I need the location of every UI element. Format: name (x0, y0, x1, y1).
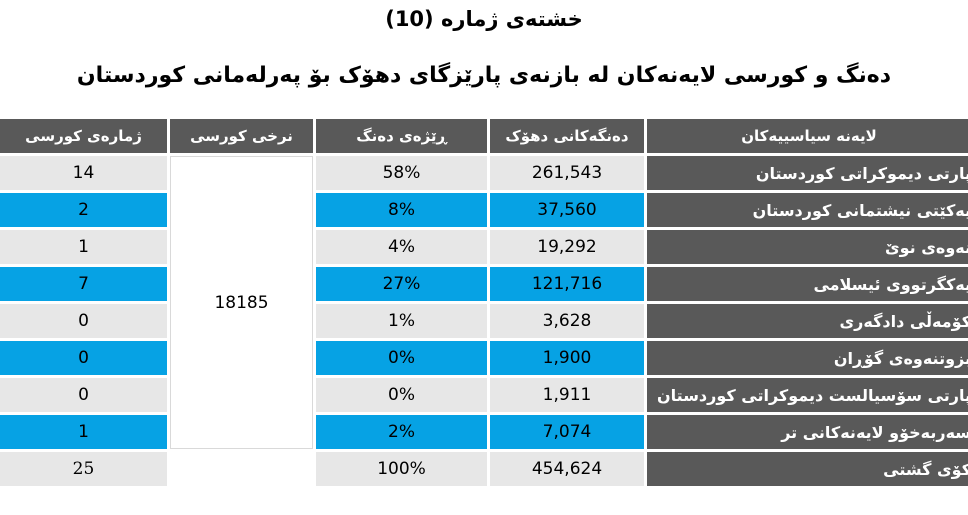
seat-rate-cell: 18185 (170, 156, 313, 449)
party-cell: پارتی دیموکراتی کوردستان (647, 156, 968, 190)
share-cell: 0% (316, 378, 487, 412)
results-table: ژمارەی کورسی نرخی کورسی ڕێژەی دەنگ دەنگە… (0, 116, 968, 489)
party-cell: یەکگرتووی ئیسلامی (647, 267, 968, 301)
table-row: 2 8% 37,560 یەکێتی نیشتمانی کوردستان (0, 193, 968, 227)
votes-cell: 261,543 (490, 156, 644, 190)
table-row: 14 18185 58% 261,543 پارتی دیموکراتی کور… (0, 156, 968, 449)
total-share-cell: 100% (316, 452, 487, 486)
table-row: 0 1% 3,628 کۆمەڵی دادگەری (0, 304, 968, 338)
table-title: خشتەی ژمارە (10) (385, 7, 583, 31)
table-row: 0 0% 1,911 پارتی سۆسیالست دیموکراتی کورد… (0, 378, 968, 412)
seats-cell: 0 (0, 304, 167, 338)
party-cell: یەکێتی نیشتمانی کوردستان (647, 193, 968, 227)
votes-cell: 7,074 (490, 415, 644, 449)
header-vote-share: ڕێژەی دەنگ (316, 119, 487, 153)
party-cell: سەربەخۆو لایەنەکانی تر (647, 415, 968, 449)
share-cell: 58% (316, 156, 487, 190)
party-cell: نەوەی نوێ (647, 230, 968, 264)
seats-cell: 1 (0, 230, 167, 264)
header-parties: لایەنە سیاسییەکان (647, 119, 968, 153)
votes-cell: 121,716 (490, 267, 644, 301)
table-row: 7 27% 121,716 یەکگرتووی ئیسلامی (0, 267, 968, 301)
header-votes: دەنگەکانی دهۆک (490, 119, 644, 153)
total-label-cell: کۆی گشتی (647, 452, 968, 486)
header-seats: ژمارەی کورسی (0, 119, 167, 153)
empty-cell (170, 452, 313, 486)
party-cell: پارتی سۆسیالست دیموکراتی کوردستان (647, 378, 968, 412)
total-row: 25 100% 454,624 کۆی گشتی (0, 452, 968, 486)
party-cell: بزوتنەوەی گۆڕان (647, 341, 968, 375)
table-row: 1 2% 7,074 سەربەخۆو لایەنەکانی تر (0, 415, 968, 449)
seats-cell: 2 (0, 193, 167, 227)
seats-cell: 0 (0, 341, 167, 375)
share-cell: 2% (316, 415, 487, 449)
seats-cell: 14 (0, 156, 167, 190)
votes-cell: 1,900 (490, 341, 644, 375)
seats-cell: 1 (0, 415, 167, 449)
header-seat-rate: نرخی کورسی (170, 119, 313, 153)
seats-cell: 7 (0, 267, 167, 301)
table-row: 1 4% 19,292 نەوەی نوێ (0, 230, 968, 264)
votes-cell: 37,560 (490, 193, 644, 227)
share-cell: 1% (316, 304, 487, 338)
table-row: 0 0% 1,900 بزوتنەوەی گۆڕان (0, 341, 968, 375)
votes-cell: 19,292 (490, 230, 644, 264)
share-cell: 27% (316, 267, 487, 301)
votes-cell: 3,628 (490, 304, 644, 338)
share-cell: 0% (316, 341, 487, 375)
party-cell: کۆمەڵی دادگەری (647, 304, 968, 338)
seats-cell: 0 (0, 378, 167, 412)
votes-cell: 1,911 (490, 378, 644, 412)
header-row: ژمارەی کورسی نرخی کورسی ڕێژەی دەنگ دەنگە… (0, 119, 968, 153)
table-subtitle: دەنگ و کورسی لایەنەکان لە بازنەی پارێزگا… (76, 63, 892, 88)
total-seats-cell: 25 (0, 452, 167, 486)
share-cell: 8% (316, 193, 487, 227)
share-cell: 4% (316, 230, 487, 264)
total-votes-cell: 454,624 (490, 452, 644, 486)
